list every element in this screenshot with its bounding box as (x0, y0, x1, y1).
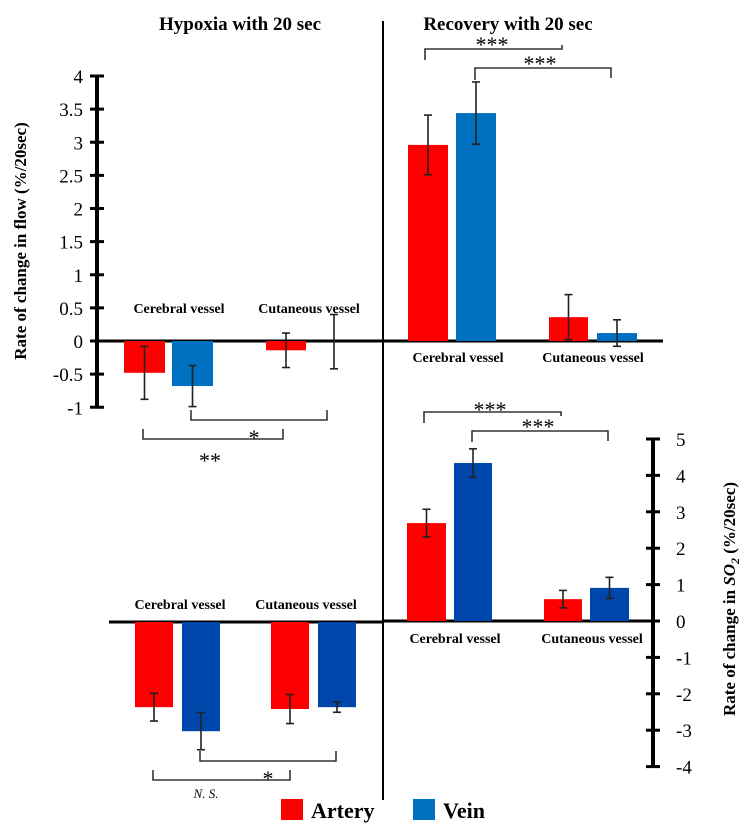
y-tick-label-so2: 2 (676, 539, 686, 560)
title-recovery: Recovery with 20 sec (423, 14, 592, 35)
y-axis-label-so2: Rate of change in SO2 (%/20sec) (720, 482, 742, 716)
y-tick-label-so2: 1 (676, 576, 686, 597)
category-label-cerebral-so2-recovery: Cerebral vessel (409, 632, 500, 647)
significance-bracket (190, 410, 328, 421)
category-label-cerebral-so2-hypoxia: Cerebral vessel (134, 598, 225, 613)
y-tick-label-flow: 2.5 (59, 166, 83, 187)
y-tick-label-flow: -0.5 (53, 365, 83, 386)
y-tick-label-so2: 4 (676, 466, 686, 487)
bar-so2_recovery-cerebral-artery (407, 523, 446, 621)
significance-label: * (249, 425, 260, 450)
significance-label: *** (474, 397, 507, 422)
significance-label: ** (199, 448, 221, 473)
bar-so2_hypoxia-cutaneous-vein (318, 622, 356, 708)
legend-label-vein: Vein (443, 798, 485, 823)
significance-label: * (263, 766, 274, 791)
y-tick-label-so2: 0 (676, 612, 686, 633)
y-tick-label-flow: 1.5 (59, 233, 83, 254)
y-tick-label-so2: -2 (676, 685, 692, 706)
y-tick-label-flow: 0.5 (59, 299, 83, 320)
y-tick-label-so2: -3 (676, 721, 692, 742)
significance-label: *** (524, 51, 557, 76)
category-label-cerebral-flow-recovery: Cerebral vessel (412, 351, 503, 366)
y-tick-label-flow: 3 (74, 133, 84, 154)
bar-flow_recovery-cerebral-artery (408, 144, 448, 341)
category-label-cutaneous-so2-recovery: Cutaneous vessel (541, 632, 643, 647)
significance-bracket (199, 751, 337, 762)
significance-bracket (424, 45, 563, 60)
y-tick-label-flow: 0 (74, 332, 84, 353)
y-tick-label-so2: 5 (676, 430, 686, 451)
y-tick-label-flow: 4 (74, 67, 84, 88)
category-label-cerebral-flow-hypoxia: Cerebral vessel (133, 302, 224, 317)
title-hypoxia: Hypoxia with 20 sec (159, 14, 321, 35)
category-label-cutaneous-flow-recovery: Cutaneous vessel (542, 351, 644, 366)
significance-label: *** (476, 32, 509, 57)
y-tick-label-flow: 3.5 (59, 100, 83, 121)
y-axis-so2: 5 4 3 2 1 0 -1 -2 -3 -4 (109, 430, 692, 779)
y-tick-label-flow: 2 (74, 200, 84, 221)
bar-flow_recovery-cerebral-vein (456, 113, 496, 341)
category-label-cutaneous-so2-hypoxia: Cutaneous vessel (255, 598, 357, 613)
y-axis-label-flow: Rate of change in flow (%/20sec) (11, 122, 30, 360)
significance-bracket (474, 67, 612, 80)
significance-label: *** (522, 414, 555, 439)
significance-label: N. S. (193, 786, 219, 801)
legend-swatch-artery (281, 799, 303, 820)
significance-bracket (142, 429, 284, 440)
y-tick-label-flow: -1 (67, 398, 83, 419)
y-tick-label-flow: 1 (74, 266, 84, 287)
significance-brackets: ****************N. S. (142, 32, 612, 801)
significance-bracket (471, 430, 609, 442)
y-tick-label-so2: -4 (676, 758, 692, 779)
bars (124, 81, 637, 751)
legend-label-artery: Artery (311, 798, 375, 823)
y-tick-label-so2: 3 (676, 503, 686, 524)
bar-so2_recovery-cutaneous-artery (544, 599, 582, 621)
significance-bracket (423, 411, 562, 423)
significance-bracket (152, 770, 291, 781)
category-label-cutaneous-flow-hypoxia: Cutaneous vessel (258, 302, 360, 317)
legend-swatch-vein (413, 799, 435, 820)
y-tick-label-so2: -1 (676, 648, 692, 669)
bar-so2_recovery-cerebral-vein (454, 463, 492, 621)
